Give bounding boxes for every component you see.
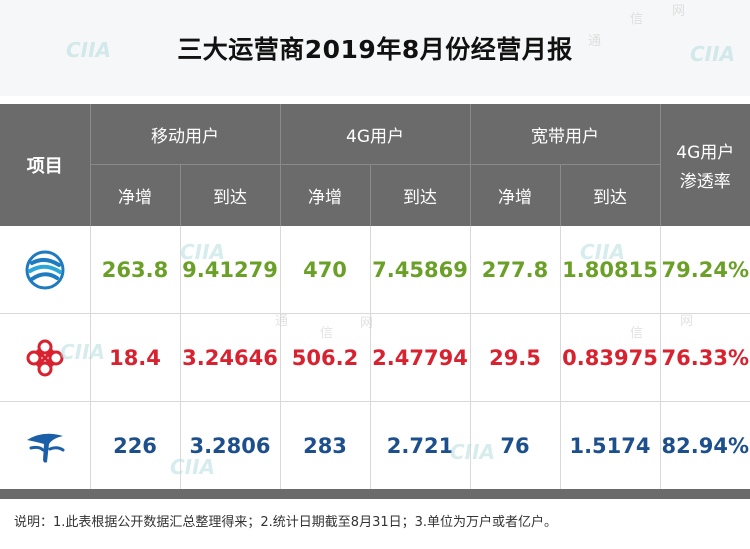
- mobile-net-add: 18.4: [90, 313, 181, 402]
- page-title: 三大运营商2019年8月份经营月报: [177, 35, 573, 64]
- watermark-logo: CIIA: [170, 455, 216, 479]
- broadband-total: 0.83975: [560, 313, 661, 402]
- 4g-net-add: 506.2: [280, 313, 371, 402]
- table-bottom-band: [0, 489, 750, 499]
- china-telecom-logo-cell: [0, 401, 91, 489]
- watermark-char: 信: [630, 12, 644, 27]
- watermark-logo: CIIA: [66, 38, 112, 62]
- 4g-total: 2.721: [370, 401, 471, 489]
- watermark-logo: CIIA: [60, 340, 106, 364]
- header-broadband-users: 宽带用户: [470, 104, 661, 165]
- header-row-groups: 项目 移动用户 4G用户 宽带用户 4G用户 渗透率: [0, 104, 750, 226]
- header-4g-total: 到达: [370, 164, 471, 226]
- header-broadband-net-add: 净增: [470, 164, 561, 226]
- watermark-char: 通: [588, 34, 602, 49]
- header-mobile-total: 到达: [180, 164, 281, 226]
- china-telecom-logo: [26, 433, 65, 463]
- report-table: 项目 移动用户 4G用户 宽带用户 4G用户 渗透率 净增 到达 净增 到达 净…: [0, 104, 750, 489]
- watermark-logo: CIIA: [580, 240, 626, 264]
- header-4g-users: 4G用户: [280, 104, 471, 165]
- mobile-total: 9.41279: [180, 226, 281, 314]
- header-4g-net-add: 净增: [280, 164, 371, 226]
- china-unicom-logo-cell: [0, 313, 91, 402]
- table-row-china-unicom: 18.4 3.24646 506.2 2.47794 29.5 0.83975 …: [0, 313, 750, 402]
- header-4g-penetration: 4G用户 渗透率: [660, 104, 750, 226]
- watermark-logo: CIIA: [180, 240, 226, 264]
- china-unicom-logo: [26, 339, 64, 376]
- broadband-total: 1.5174: [560, 401, 661, 489]
- 4g-total: 2.47794: [370, 313, 471, 402]
- watermark-char: 网: [672, 4, 686, 19]
- table-row-china-mobile: 263.8 9.41279 470 7.45869 277.8 1.80815 …: [0, 226, 750, 314]
- header-broadband-total: 到达: [560, 164, 661, 226]
- watermark-char: 网: [360, 316, 374, 331]
- watermark-logo: CIIA: [690, 42, 736, 66]
- 4g-net-add: 283: [280, 401, 371, 489]
- broadband-net-add: 277.8: [470, 226, 561, 314]
- mobile-net-add: 226: [90, 401, 181, 489]
- mobile-total: 3.24646: [180, 313, 281, 402]
- watermark-char: 信: [630, 326, 644, 341]
- china-mobile-logo: [25, 250, 65, 289]
- header-4g-penetration-line1: 4G用户: [676, 143, 735, 163]
- mobile-net-add: 263.8: [90, 226, 181, 314]
- title-gap: [0, 96, 750, 104]
- mobile-total: 3.2806: [180, 401, 281, 489]
- header-4g-penetration-line2: 渗透率: [679, 172, 731, 192]
- broadband-net-add: 29.5: [470, 313, 561, 402]
- header-mobile-users: 移动用户: [90, 104, 281, 165]
- watermark-char: 信: [320, 326, 334, 341]
- watermark-char: 网: [680, 314, 694, 329]
- header-mobile-net-add: 净增: [90, 164, 181, 226]
- broadband-total: 1.80815: [560, 226, 661, 314]
- table-row-china-telecom: 226 3.2806 283 2.721 76 1.5174 82.94%: [0, 401, 750, 489]
- 4g-penetration: 82.94%: [661, 433, 749, 458]
- watermark-char: 通: [275, 314, 289, 329]
- 4g-total: 7.45869: [370, 226, 471, 314]
- china-mobile-logo-cell: [0, 226, 91, 314]
- footnote: 说明：1.此表根据公开数据汇总整理得来；2.统计日期截至8月31日；3.单位为万…: [14, 515, 558, 530]
- 4g-net-add: 470: [280, 226, 371, 314]
- header-item: 项目: [0, 104, 91, 226]
- header-row-sub: 净增 到达 净增 到达 净增 到达: [0, 164, 750, 226]
- watermark-logo: CIIA: [450, 440, 496, 464]
- 4g-penetration: 76.33%: [660, 313, 750, 402]
- title-bar: [0, 0, 750, 96]
- 4g-penetration: 79.24%: [660, 226, 750, 314]
- broadband-net-add: 76: [470, 401, 561, 489]
